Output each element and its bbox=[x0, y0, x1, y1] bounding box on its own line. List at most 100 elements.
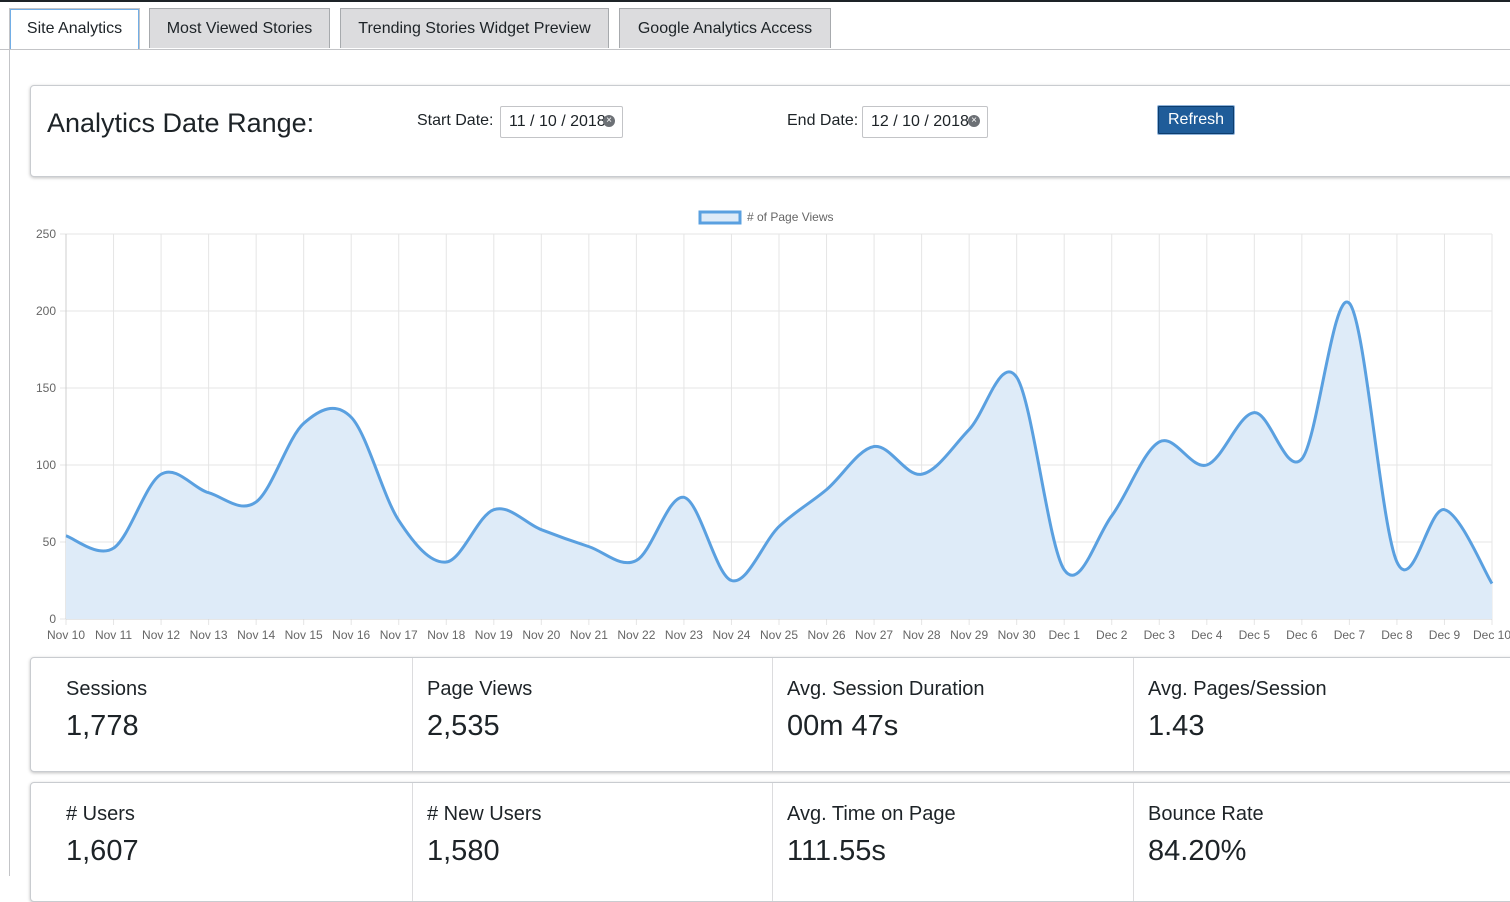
y-tick-label: 150 bbox=[36, 381, 56, 395]
x-tick-label: Nov 17 bbox=[380, 628, 418, 642]
data-point bbox=[872, 445, 876, 449]
data-point bbox=[825, 488, 829, 492]
data-point bbox=[1205, 463, 1209, 467]
end-date-input[interactable]: 12 / 10 / 2018 × bbox=[862, 106, 988, 138]
stat-value: 1.43 bbox=[1148, 710, 1205, 742]
y-tick-label: 250 bbox=[36, 227, 56, 241]
stat-value: 1,778 bbox=[66, 710, 139, 742]
stat-label: # New Users bbox=[427, 803, 542, 825]
x-tick-label: Nov 26 bbox=[808, 628, 846, 642]
x-tick-label: Nov 10 bbox=[47, 628, 85, 642]
y-tick-label: 50 bbox=[43, 535, 57, 549]
tab-google-analytics-access[interactable]: Google Analytics Access bbox=[619, 8, 831, 48]
x-tick-label: Nov 22 bbox=[617, 628, 655, 642]
data-point bbox=[587, 545, 591, 549]
x-tick-label: Nov 13 bbox=[190, 628, 228, 642]
x-tick-label: Nov 30 bbox=[998, 628, 1036, 642]
x-tick-label: Nov 25 bbox=[760, 628, 798, 642]
date-range-title: Analytics Date Range: bbox=[47, 108, 315, 138]
x-tick-label: Dec 1 bbox=[1049, 628, 1081, 642]
data-point bbox=[254, 500, 258, 504]
refresh-button[interactable]: Refresh bbox=[1158, 106, 1234, 134]
data-point bbox=[64, 534, 68, 538]
x-tick-label: Dec 5 bbox=[1239, 628, 1271, 642]
data-point bbox=[207, 491, 211, 495]
stat-avg-time-on-page: Avg. Time on Page 111.55s bbox=[772, 783, 1133, 901]
stat-label: Avg. Pages/Session bbox=[1148, 678, 1327, 700]
stat-users: # Users 1,607 bbox=[52, 783, 412, 901]
data-point bbox=[159, 472, 163, 476]
x-tick-label: Nov 24 bbox=[712, 628, 750, 642]
y-tick-label: 0 bbox=[49, 612, 56, 626]
x-tick-label: Dec 8 bbox=[1381, 628, 1413, 642]
data-point bbox=[1110, 514, 1114, 518]
stat-label: Bounce Rate bbox=[1148, 803, 1264, 825]
data-point bbox=[444, 560, 448, 564]
series-line bbox=[65, 300, 1494, 585]
data-point bbox=[1157, 440, 1161, 444]
data-point bbox=[1490, 582, 1494, 586]
tab-bar: Site Analytics Most Viewed Stories Trend… bbox=[0, 8, 1510, 50]
tab-trending-stories-widget-preview[interactable]: Trending Stories Widget Preview bbox=[340, 8, 609, 48]
y-tick-label: 200 bbox=[36, 304, 56, 318]
data-point bbox=[1442, 508, 1446, 512]
data-point bbox=[1062, 568, 1066, 572]
stat-avg-session-duration: Avg. Session Duration 00m 47s bbox=[772, 658, 1133, 771]
stat-label: Avg. Session Duration bbox=[787, 678, 985, 700]
series-area-fill bbox=[66, 301, 1492, 619]
stats-panel-users: # Users 1,607 # New Users 1,580 Avg. Tim… bbox=[30, 782, 1510, 902]
data-point bbox=[302, 421, 306, 425]
x-tick-label: Nov 11 bbox=[95, 628, 132, 642]
data-point bbox=[492, 508, 496, 512]
stat-value: 00m 47s bbox=[787, 710, 899, 742]
x-tick-label: Dec 6 bbox=[1286, 628, 1318, 642]
clear-circle-icon[interactable]: × bbox=[968, 115, 980, 127]
clear-circle-icon[interactable]: × bbox=[603, 115, 615, 127]
x-tick-label: Nov 15 bbox=[285, 628, 323, 642]
x-tick-label: Nov 21 bbox=[570, 628, 608, 642]
stat-label: Page Views bbox=[427, 678, 533, 700]
x-tick-label: Dec 4 bbox=[1191, 628, 1223, 642]
x-tick-label: Nov 20 bbox=[522, 628, 560, 642]
content-frame-border bbox=[9, 50, 10, 876]
date-range-panel: Analytics Date Range: Start Date: 11 / 1… bbox=[30, 85, 1510, 177]
data-point bbox=[920, 472, 924, 476]
start-date-input[interactable]: 11 / 10 / 2018 × bbox=[500, 106, 623, 138]
stat-value: 111.55s bbox=[787, 835, 886, 867]
stat-value: 84.20% bbox=[1148, 835, 1247, 867]
stat-page-views: Page Views 2,535 bbox=[412, 658, 773, 771]
stat-label: # Users bbox=[66, 803, 135, 825]
top-border bbox=[0, 0, 1510, 2]
stat-label: Sessions bbox=[66, 678, 148, 700]
data-point bbox=[1015, 375, 1019, 379]
x-tick-label: Nov 12 bbox=[142, 628, 180, 642]
legend-swatch bbox=[698, 210, 742, 225]
tab-site-analytics[interactable]: Site Analytics bbox=[9, 8, 140, 50]
page-views-chart: 0 50 100 150 200 250 Nov 10 Nov 11 Nov 12 Nov 13 N… bbox=[36, 210, 1510, 642]
stat-new-users: # New Users 1,580 bbox=[412, 783, 773, 901]
data-point bbox=[349, 415, 353, 419]
stat-bounce-rate: Bounce Rate 84.20% bbox=[1133, 783, 1494, 901]
x-tick-label: Nov 29 bbox=[950, 628, 988, 642]
end-date-value: 12 / 10 / 2018 bbox=[871, 113, 969, 130]
y-tick-label: 100 bbox=[36, 458, 56, 472]
data-point bbox=[1300, 457, 1304, 461]
stat-label: Avg. Time on Page bbox=[787, 803, 956, 825]
tab-baseline bbox=[0, 49, 1510, 50]
stat-value: 2,535 bbox=[427, 710, 500, 742]
x-tick-label: Nov 18 bbox=[427, 628, 465, 642]
stats-panel-sessions: Sessions 1,778 Page Views 2,535 Avg. Ses… bbox=[30, 657, 1510, 772]
data-point bbox=[112, 546, 116, 550]
start-date-label: Start Date: bbox=[417, 112, 494, 129]
x-tick-label: Nov 27 bbox=[855, 628, 893, 642]
x-tick-label: Nov 28 bbox=[903, 628, 941, 642]
stat-avg-pages-session: Avg. Pages/Session 1.43 bbox=[1133, 658, 1494, 771]
data-point bbox=[539, 528, 543, 532]
x-tick-label: Dec 7 bbox=[1334, 628, 1366, 642]
data-point bbox=[1347, 301, 1351, 305]
x-tick-label: Dec 10 bbox=[1473, 628, 1510, 642]
end-date-label: End Date: bbox=[787, 112, 859, 129]
stat-value: 1,607 bbox=[66, 835, 139, 867]
tab-most-viewed-stories[interactable]: Most Viewed Stories bbox=[149, 8, 330, 48]
data-point bbox=[634, 558, 638, 562]
